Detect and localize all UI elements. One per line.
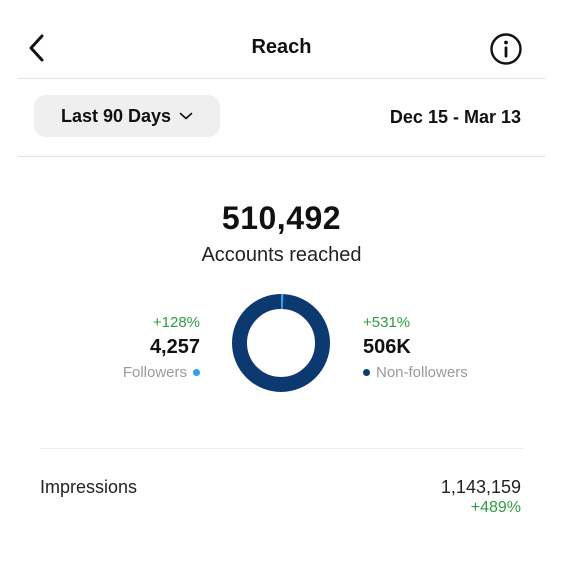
impressions-label: Impressions xyxy=(40,477,138,497)
followers-stat: +128% 4,257 Followers xyxy=(123,314,200,381)
chevron-down-icon xyxy=(179,112,193,120)
info-icon[interactable] xyxy=(489,32,523,66)
filter-divider xyxy=(18,156,545,157)
impressions-change: +489% xyxy=(470,499,521,516)
impressions-value: 1,143,159 xyxy=(440,477,521,497)
header-bar: Reach xyxy=(0,0,563,78)
non-followers-change: +531% xyxy=(363,314,411,331)
non-followers-value: 506K xyxy=(363,336,411,358)
date-range-dropdown[interactable]: Last 90 Days xyxy=(34,95,220,137)
followers-segment xyxy=(232,294,330,392)
followers-label: Followers xyxy=(122,364,187,381)
back-chevron-icon[interactable] xyxy=(24,30,52,66)
date-range-dropdown-label: Last 90 Days xyxy=(60,105,172,126)
non-followers-stat: +531% 506K Non-followers xyxy=(363,314,468,381)
non-followers-dot-icon xyxy=(363,369,370,376)
non-followers-legend: Non-followers xyxy=(363,364,468,381)
page-title: Reach xyxy=(251,36,312,58)
non-followers-label: Non-followers xyxy=(376,364,468,381)
followers-legend: Followers xyxy=(123,364,200,381)
reach-donut-chart xyxy=(232,294,330,392)
followers-value: 4,257 xyxy=(149,336,200,358)
non-followers-segment xyxy=(232,294,330,392)
header-divider xyxy=(18,78,545,79)
followers-change: +128% xyxy=(152,314,200,331)
accounts-reached-value: 510,492 xyxy=(221,200,342,236)
date-range-text: Dec 15 - Mar 13 xyxy=(389,107,521,127)
stats-divider xyxy=(40,448,523,449)
followers-dot-icon xyxy=(193,369,200,376)
accounts-reached-label: Accounts reached xyxy=(201,244,362,266)
